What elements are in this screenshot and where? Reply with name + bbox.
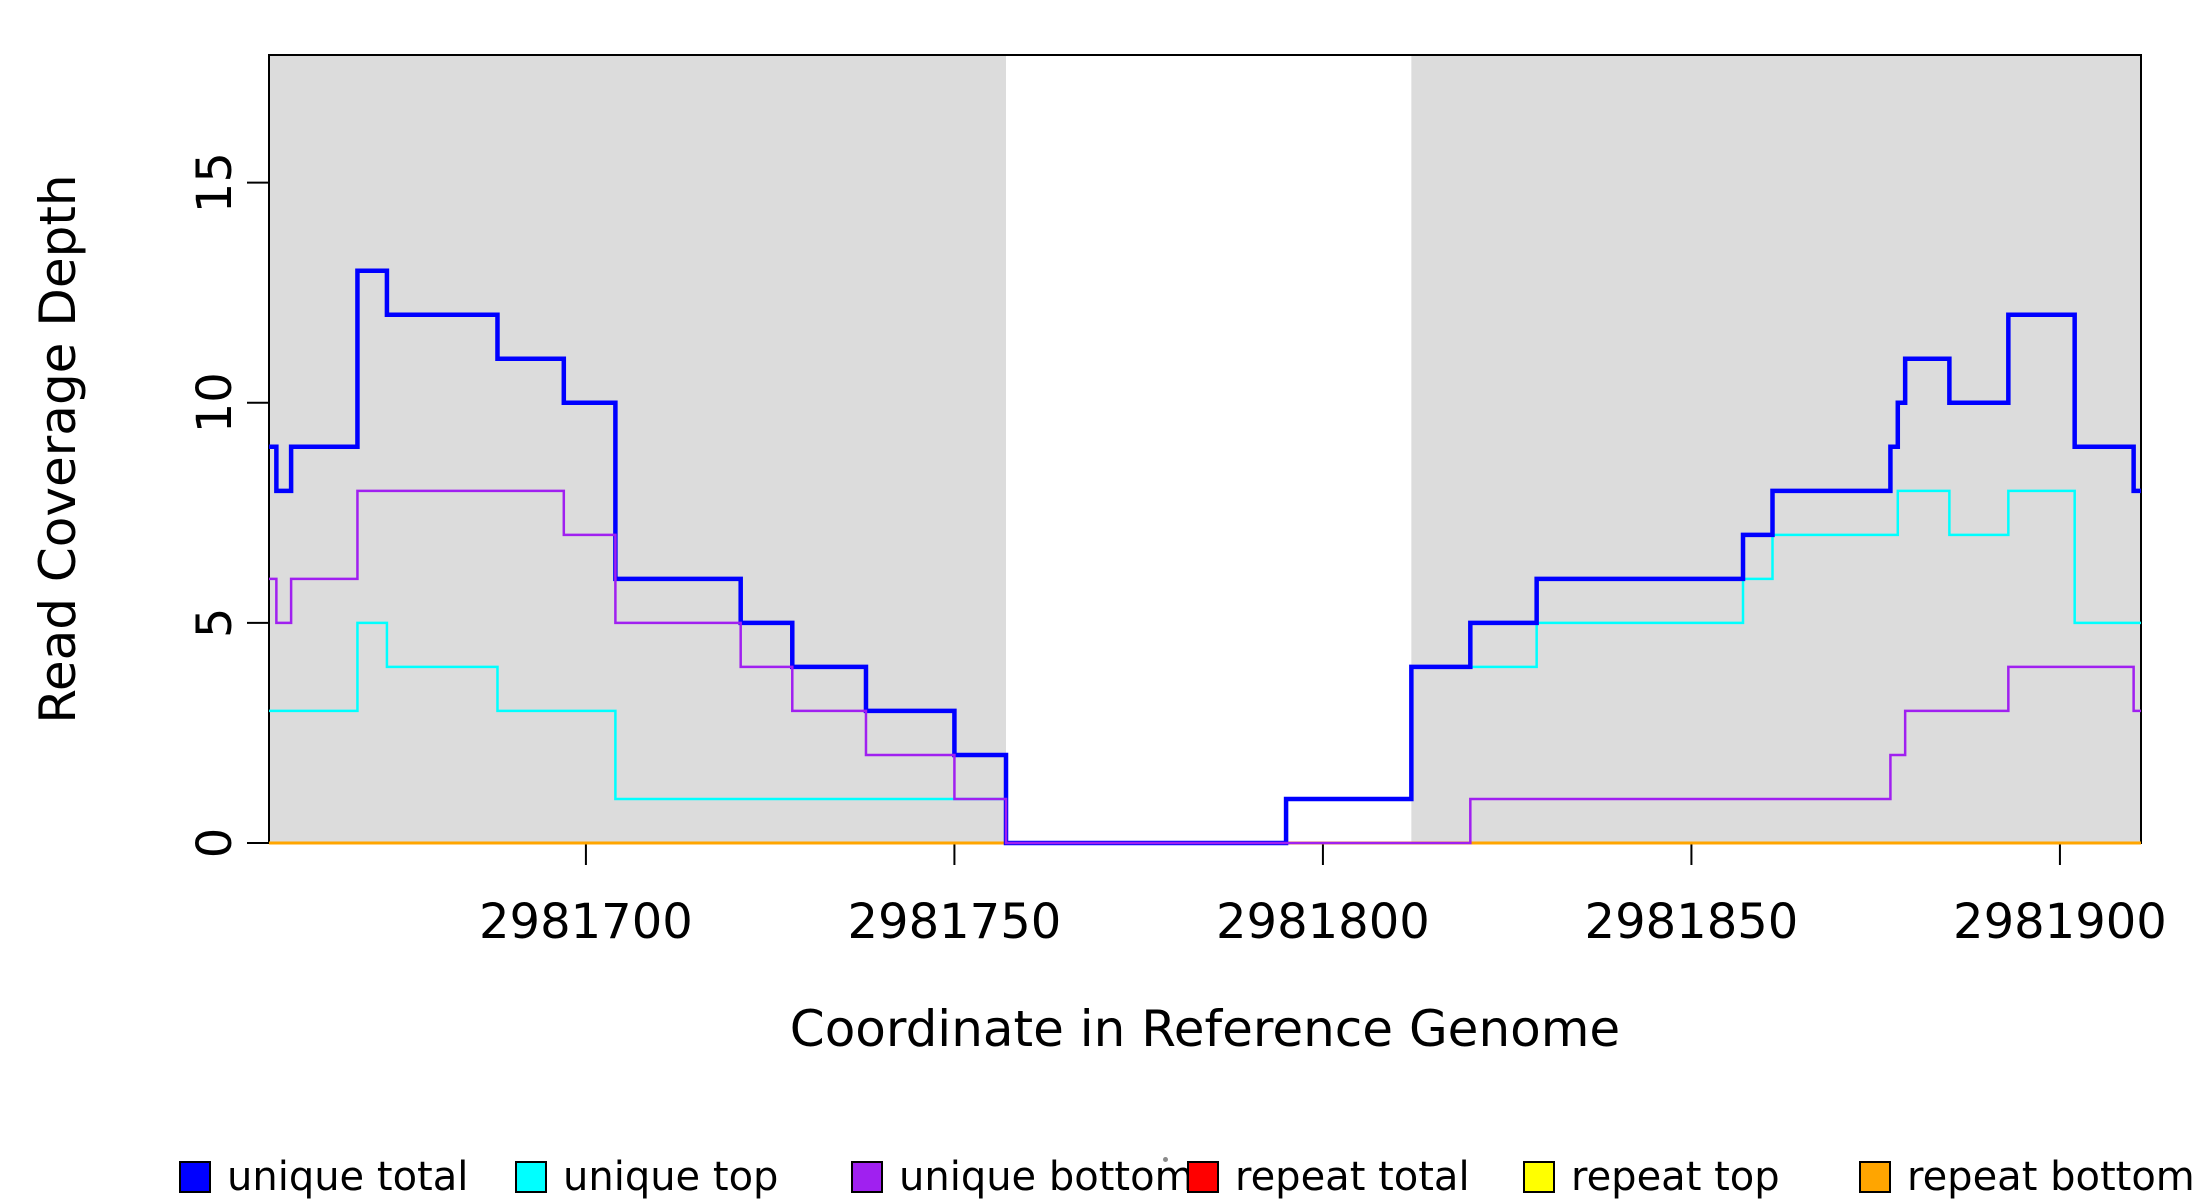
legend-swatch-icon bbox=[1859, 1161, 1891, 1193]
legend-swatch-icon bbox=[515, 1161, 547, 1193]
series-lines-layer bbox=[269, 268, 2141, 846]
legend-swatch-icon bbox=[179, 1161, 211, 1193]
y-tick-label: 5 bbox=[187, 608, 243, 639]
legend-label: repeat total bbox=[1235, 1154, 1470, 1200]
legend-item-repeat-total: repeat total bbox=[1187, 1154, 1470, 1200]
x-tick-label: 2981700 bbox=[479, 894, 693, 950]
shaded-region bbox=[1411, 55, 2141, 843]
legend-swatch-icon bbox=[1523, 1161, 1555, 1193]
shaded-regions-layer bbox=[269, 55, 2141, 843]
axis-ticks-layer: 2981700 2981750 2981800 2981850 2981900 0 5 10 1… bbox=[187, 152, 2167, 950]
legend-item-repeat-bottom: repeat bottom bbox=[1859, 1154, 2195, 1200]
legend-item-unique-top: unique top bbox=[515, 1154, 778, 1200]
stray-dot bbox=[1163, 1157, 1168, 1162]
legend-swatch-icon bbox=[1187, 1161, 1219, 1193]
y-axis-title: Read Coverage Depth bbox=[29, 174, 87, 723]
x-tick-label: 2981850 bbox=[1585, 894, 1799, 950]
y-tick-label: 15 bbox=[187, 152, 243, 213]
legend-label: unique bottom bbox=[899, 1154, 1194, 1200]
legend-label: repeat top bbox=[1571, 1154, 1780, 1200]
x-tick-label: 2981900 bbox=[1953, 894, 2167, 950]
legend-item-repeat-top: repeat top bbox=[1523, 1154, 1780, 1200]
legend-item-unique-total: unique total bbox=[179, 1154, 468, 1200]
series-line-unique-bottom bbox=[269, 489, 2141, 845]
x-tick-label: 2981800 bbox=[1216, 894, 1430, 950]
shaded-region bbox=[269, 55, 1007, 843]
legend-label: repeat bottom bbox=[1907, 1154, 2195, 1200]
legend-label: unique top bbox=[563, 1154, 779, 1200]
legend-item-unique-bottom: unique bottom bbox=[851, 1154, 1194, 1200]
y-tick-label: 10 bbox=[187, 372, 243, 433]
legend-swatch-icon bbox=[851, 1161, 883, 1193]
series-line-unique-total bbox=[269, 268, 2141, 846]
series-line-unique-top bbox=[269, 489, 2141, 845]
y-tick-label: 0 bbox=[187, 828, 243, 859]
x-tick-label: 2981750 bbox=[848, 894, 1062, 950]
legend-label: unique total bbox=[227, 1154, 469, 1200]
legend: unique total unique top unique bottom repea… bbox=[0, 1154, 2200, 1200]
x-axis-title: Coordinate in Reference Genome bbox=[790, 1000, 1620, 1058]
